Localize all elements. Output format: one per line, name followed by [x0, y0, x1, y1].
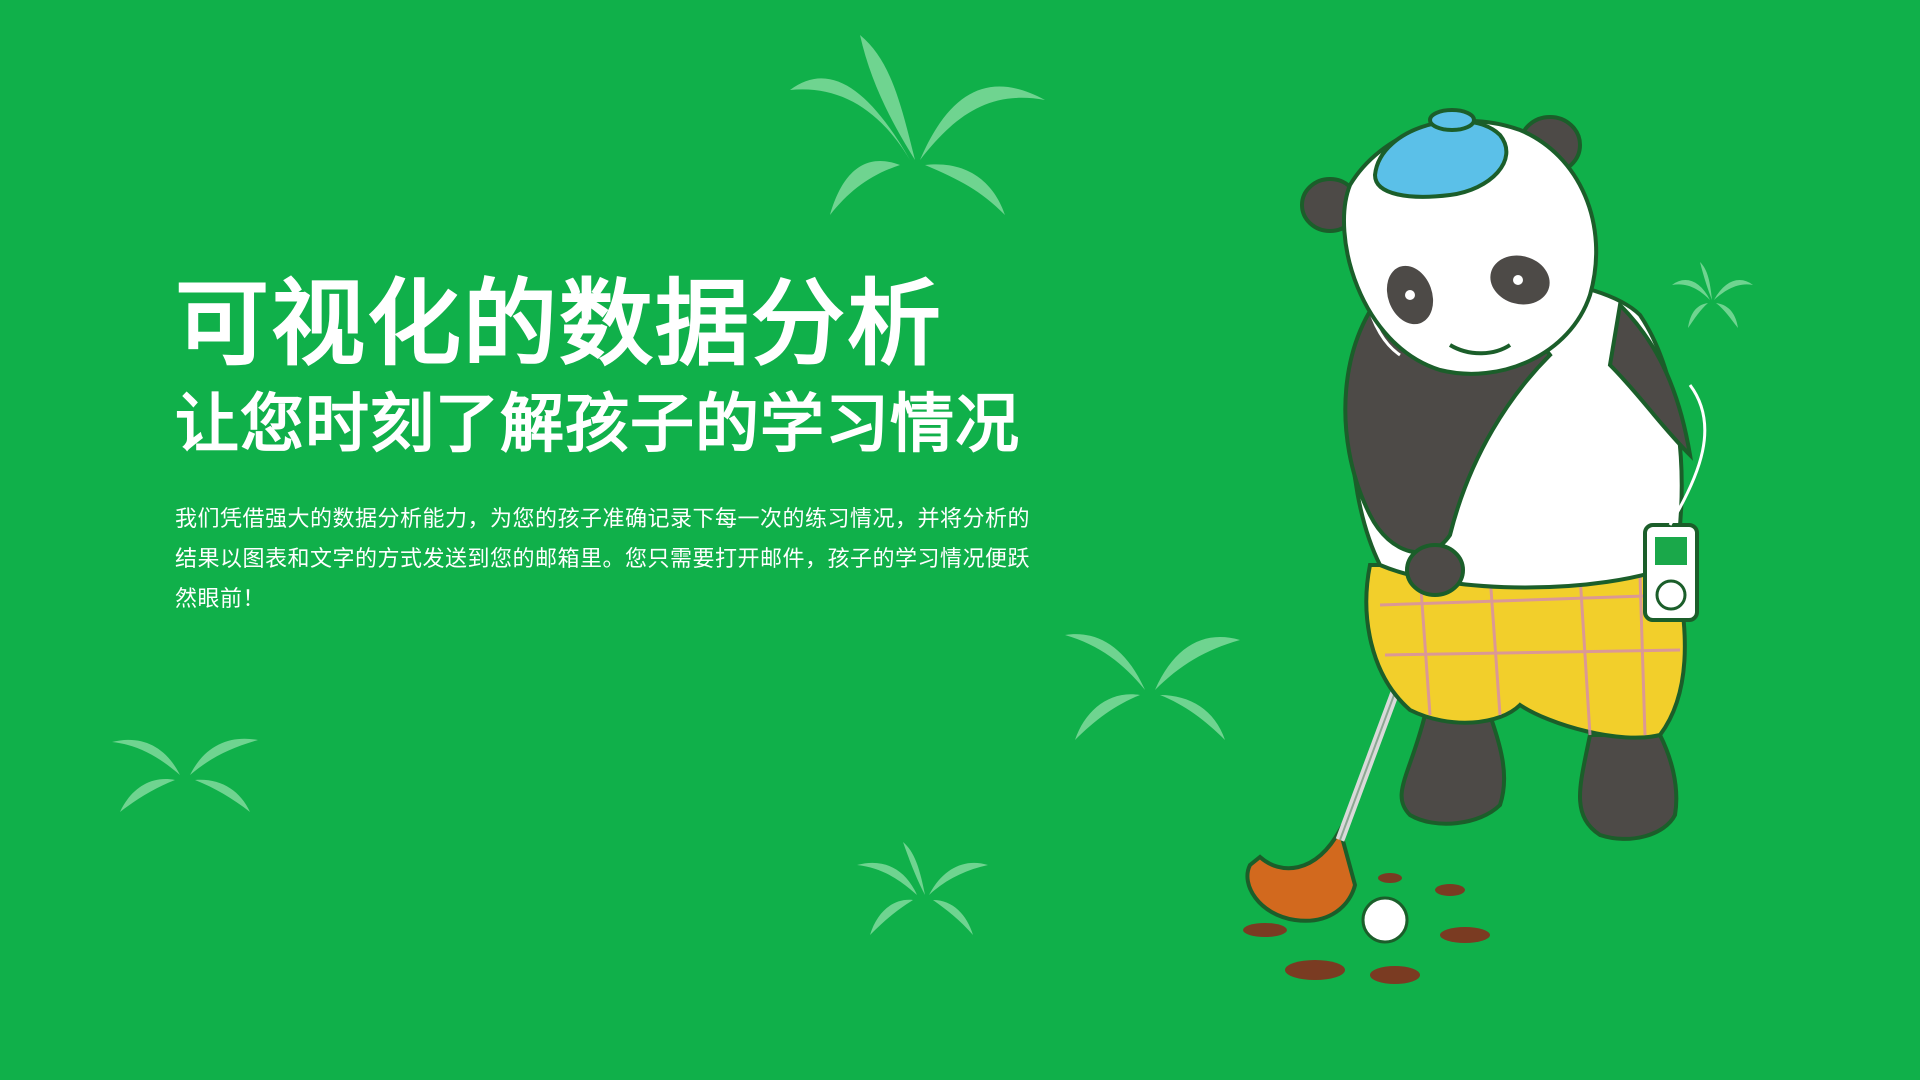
palm-leaf-icon [857, 842, 988, 935]
golf-ball [1361, 896, 1409, 944]
subheadline: 让您时刻了解孩子的学习情况 [175, 388, 1020, 462]
dirt-clumps [1243, 873, 1490, 984]
palm-leaf-icon [1065, 634, 1240, 740]
headline: 可视化的数据分析 [175, 270, 944, 379]
palm-leaf-icon [790, 35, 1045, 215]
music-player-icon [1643, 523, 1699, 622]
panda-golfer-illustration [1243, 108, 1707, 984]
description-text: 我们凭借强大的数据分析能力，为您的孩子准确记录下每一次的练习情况，并将分析的结果… [175, 507, 1031, 612]
ice-bag-hat [1372, 108, 1509, 199]
palm-leaf-icon [1672, 262, 1753, 328]
palm-leaf-icon [112, 738, 258, 812]
golf-club-head [1245, 824, 1358, 923]
